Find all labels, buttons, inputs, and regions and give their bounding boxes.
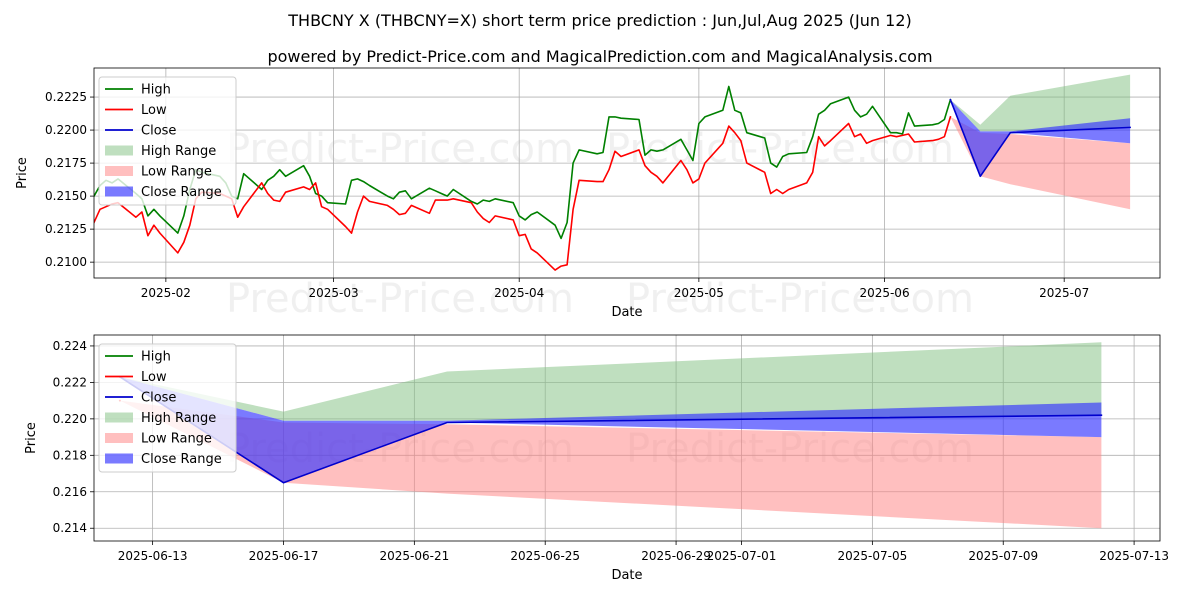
watermark: Predict-Price.com <box>606 126 954 172</box>
high-range-band <box>119 342 1102 421</box>
x-tick-label: 2025-06-13 <box>118 549 188 563</box>
close-range-band <box>119 376 1102 483</box>
y-tick-label: 0.222 <box>53 375 87 389</box>
legend-label-close: Close <box>141 124 176 139</box>
watermark: Predict-Price.com <box>226 276 574 322</box>
y-tick-label: 0.2100 <box>45 255 87 269</box>
legend-label-high: High <box>141 350 171 365</box>
x-axis-label: Date <box>611 568 642 583</box>
x-tick-label: 2025-07-13 <box>1099 549 1169 563</box>
legend: High Low Close High Range Low Range Close Ran… <box>98 343 237 473</box>
chart-title: THBCNY X (THBCNY=X) short term price pre… <box>287 11 911 30</box>
legend-swatch-close-range <box>105 453 133 464</box>
legend-box <box>98 343 237 473</box>
x-tick-label: 2025-03 <box>308 286 358 300</box>
y-tick-label: 0.2225 <box>45 90 87 104</box>
x-tick-label: 2025-07-09 <box>968 549 1038 563</box>
y-tick-label: 0.2200 <box>45 123 87 137</box>
x-tick-label: 2025-06-25 <box>510 549 580 563</box>
legend-label-low: Low <box>141 370 167 385</box>
legend-label-high-range: High Range <box>141 144 216 159</box>
y-tick-label: 0.218 <box>53 448 87 462</box>
y-tick-label: 0.2150 <box>45 189 87 203</box>
legend-label-low: Low <box>141 103 167 118</box>
legend-label-low-range: Low Range <box>141 432 212 447</box>
close-range-band <box>950 99 1131 177</box>
y-tick-label: 0.216 <box>53 485 87 499</box>
legend-box <box>98 76 237 206</box>
y-tick-label: 0.2175 <box>45 156 87 170</box>
y-tick-label: 0.2125 <box>45 222 87 236</box>
watermark: Predict-Price.com <box>226 126 574 172</box>
legend-swatch-low-range <box>105 433 133 443</box>
x-tick-label: 2025-07-01 <box>707 549 777 563</box>
high-range-band <box>950 74 1131 132</box>
legend-label-close-range: Close Range <box>141 185 222 200</box>
y-tick-label: 0.220 <box>53 412 87 426</box>
plot-series <box>118 342 1103 529</box>
legend: High Low Close High Range Low Range Close Ran… <box>98 76 237 206</box>
x-tick-label: 2025-04 <box>494 286 544 300</box>
x-tick-label: 2025-06-29 <box>641 549 711 563</box>
watermark: Predict-Price.com <box>626 276 974 322</box>
axes-frame <box>93 67 1161 279</box>
legend-label-high: High <box>141 83 171 98</box>
x-tick-label: 2025-02 <box>141 286 191 300</box>
x-tick-label: 2025-07 <box>1039 286 1089 300</box>
chart-panel-forecast: Predict-Price.comPredict-Price.com2025-0… <box>24 334 1169 583</box>
legend-swatch-high-range <box>105 412 133 423</box>
x-tick-label: 2025-07-05 <box>837 549 907 563</box>
x-axis-label: Date <box>611 305 642 320</box>
axes-frame <box>93 334 1161 542</box>
y-tick-label: 0.224 <box>53 339 87 353</box>
legend-label-close-range: Close Range <box>141 452 222 467</box>
y-axis-label: Price <box>24 422 39 454</box>
legend-swatch-close-range <box>105 186 133 197</box>
close-series-line <box>949 98 1131 178</box>
x-tick-label: 2025-06 <box>859 286 909 300</box>
legend-swatch-low-range <box>105 166 133 176</box>
x-tick-label: 2025-06-17 <box>249 549 319 563</box>
chart-panel-history: Predict-Price.com Predict-Price.com Predic… <box>15 67 1161 322</box>
legend-label-close: Close <box>141 391 176 406</box>
y-axis-label: Price <box>15 157 30 189</box>
chart-subtitle: powered by Predict-Price.com and Magical… <box>267 47 932 66</box>
x-tick-label: 2025-06-21 <box>379 549 449 563</box>
x-tick-label: 2025-05 <box>674 286 724 300</box>
y-tick-label: 0.214 <box>53 521 87 535</box>
legend-label-high-range: High Range <box>141 411 216 426</box>
legend-swatch-high-range <box>105 145 133 156</box>
legend-label-low-range: Low Range <box>141 165 212 180</box>
